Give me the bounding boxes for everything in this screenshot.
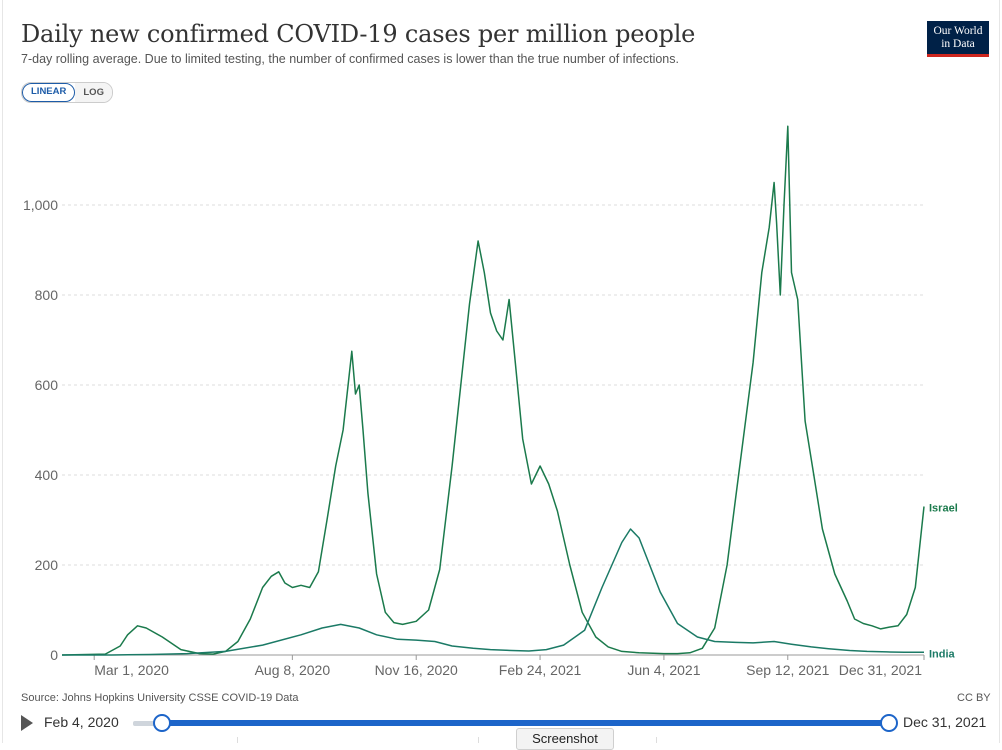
timeline-track-selected[interactable]	[160, 720, 888, 726]
x-tick-label: Nov 16, 2020	[375, 662, 458, 678]
x-tick-label: Dec 31, 2021	[839, 662, 922, 678]
divider	[237, 737, 238, 743]
play-icon[interactable]	[21, 715, 33, 731]
linear-scale-button[interactable]: LINEAR	[22, 83, 76, 102]
series-label-india: India	[929, 648, 956, 660]
timeline-start-date: Feb 4, 2020	[44, 714, 119, 730]
timeline-start-handle[interactable]	[153, 714, 171, 732]
y-tick-label: 200	[35, 557, 59, 573]
divider	[656, 737, 657, 743]
timeline-end-date: Dec 31, 2021	[903, 714, 987, 730]
timeline-track-unselected[interactable]	[133, 721, 163, 726]
y-tick-label: 0	[50, 647, 58, 663]
series-line-india	[62, 528, 924, 656]
series-label-israel: Israel	[929, 503, 958, 515]
x-tick-label: Feb 24, 2021	[499, 662, 582, 678]
line-chart: 0 200 400 600 800 1,000 Mar 1, 2020 Aug 8, 2020…	[23, 125, 958, 678]
y-tick-label: 800	[35, 287, 59, 303]
x-tick-label: Sep 12, 2021	[746, 662, 830, 678]
chart-title: Daily new confirmed COVID-19 cases per m…	[21, 20, 696, 48]
divider	[478, 737, 479, 743]
x-tick-label: Aug 8, 2020	[255, 662, 331, 678]
license-link[interactable]: CC BY	[957, 692, 991, 704]
owid-logo[interactable]: Our World in Data	[927, 21, 989, 57]
y-tick-label: 400	[35, 467, 59, 483]
y-tick-label: 1,000	[23, 197, 58, 213]
screenshot-button[interactable]: Screenshot	[516, 728, 614, 750]
y-tick-label: 600	[35, 377, 59, 393]
source-note[interactable]: Source: Johns Hopkins University CSSE CO…	[21, 692, 299, 704]
log-scale-button[interactable]: LOG	[75, 83, 112, 102]
series-line-israel	[61, 125, 925, 656]
scale-toggle: LINEAR LOG	[21, 82, 113, 103]
x-tick-label: Mar 1, 2020	[94, 662, 169, 678]
timeline-end-handle[interactable]	[880, 714, 898, 732]
chart-subtitle: 7-day rolling average. Due to limited te…	[21, 52, 679, 66]
logo-line-2: in Data	[941, 38, 975, 50]
x-tick-label: Jun 4, 2021	[627, 662, 700, 678]
timeline-slider: Feb 4, 2020 Dec 31, 2021	[21, 712, 996, 736]
logo-line-1: Our World	[933, 25, 983, 37]
